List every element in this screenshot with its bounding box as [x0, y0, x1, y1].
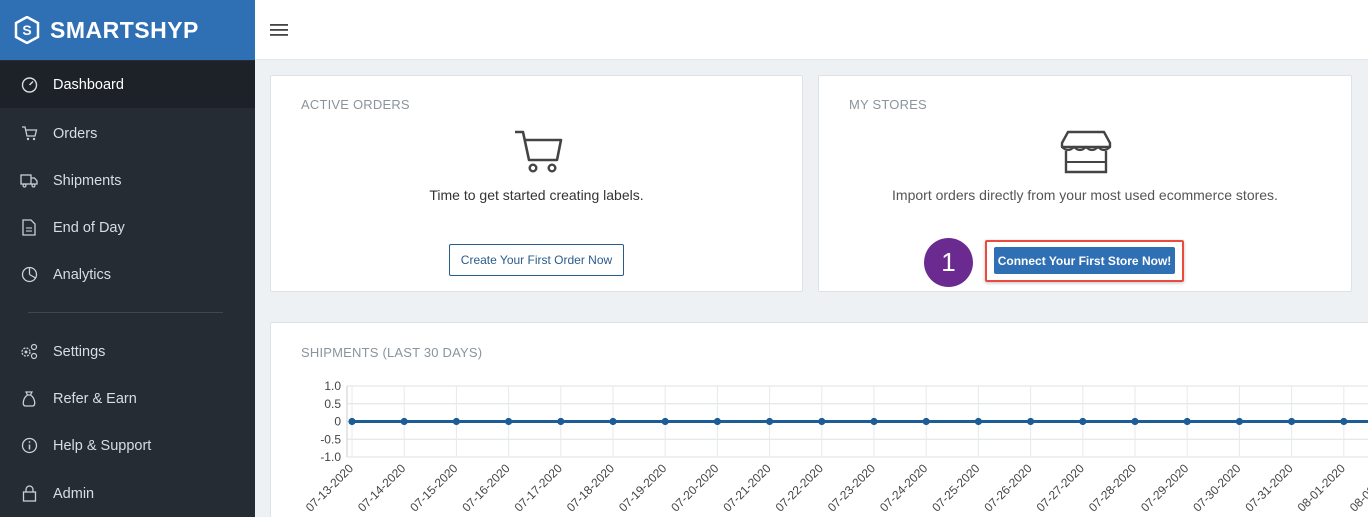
x-tick-label: 08-02-2020 — [1347, 461, 1368, 515]
lock-icon — [20, 485, 38, 503]
gauge-icon — [20, 76, 38, 94]
sidebar-item-help-support[interactable]: Help & Support — [0, 422, 255, 469]
data-point — [661, 417, 669, 426]
x-tick-label: 07-31-2020 — [1242, 461, 1296, 515]
shipments-line-chart: 1.0 0.5 0 -0.5 -1.007-13-202007-14-202007-15… — [303, 379, 1368, 515]
sidebar-item-admin[interactable]: Admin — [0, 470, 255, 517]
data-point — [505, 417, 513, 426]
x-tick-label: 07-22-2020 — [773, 461, 827, 515]
data-point — [609, 417, 617, 426]
pie-chart-icon — [20, 266, 38, 284]
sidebar-item-dashboard[interactable]: Dashboard — [0, 61, 255, 108]
storefront-icon — [1060, 130, 1112, 174]
shipments-chart-card: SHIPMENTS (LAST 30 DAYS) 1.0 0.5 0 -0.5 -1.0… — [270, 322, 1368, 517]
data-point — [557, 417, 565, 426]
sidebar-item-label: Help & Support — [53, 437, 152, 454]
x-tick-label: 07-17-2020 — [512, 461, 566, 515]
cart-icon — [20, 125, 38, 143]
x-tick-label: 08-01-2020 — [1295, 461, 1349, 515]
data-point — [870, 417, 878, 426]
top-bar — [255, 0, 1368, 60]
x-tick-label: 07-27-2020 — [1034, 461, 1088, 515]
data-point — [1340, 417, 1348, 426]
x-tick-label: 07-20-2020 — [668, 461, 722, 515]
x-tick-label: 07-28-2020 — [1086, 461, 1140, 515]
y-tick-label: 0.5 — [324, 397, 341, 411]
data-point — [1235, 417, 1243, 426]
data-point — [1131, 417, 1139, 426]
sidebar-item-analytics[interactable]: Analytics — [0, 251, 255, 298]
sidebar-item-label: Admin — [53, 485, 95, 502]
info-icon — [20, 437, 38, 455]
sidebar-item-end-of-day[interactable]: End of Day — [0, 204, 255, 251]
data-point — [452, 417, 460, 426]
y-tick-label: -0.5 — [320, 432, 341, 446]
card-message: Time to get started creating labels. — [429, 187, 644, 203]
money-bag-icon — [20, 390, 38, 408]
y-tick-label: -1.0 — [320, 450, 341, 464]
sidebar-item-refer-earn[interactable]: Refer & Earn — [0, 375, 255, 422]
sidebar-item-shipments[interactable]: Shipments — [0, 157, 255, 204]
brand-name: SMARTSHYP — [50, 16, 199, 43]
step-number-badge: 1 — [924, 238, 973, 287]
data-point — [1288, 417, 1296, 426]
card-title: ACTIVE ORDERS — [301, 97, 410, 112]
x-tick-label: 07-14-2020 — [355, 461, 409, 515]
data-point — [974, 417, 983, 426]
sidebar-item-label: Orders — [53, 125, 98, 142]
data-point — [713, 417, 721, 426]
sidebar-item-label: End of Day — [53, 219, 125, 236]
y-tick-label: 0 — [334, 415, 341, 429]
connect-first-store-button[interactable]: Connect Your First Store Now! — [994, 247, 1175, 274]
logo-icon: S — [14, 16, 40, 44]
data-point — [1079, 417, 1087, 426]
button-highlight — [985, 240, 1184, 282]
sidebar-item-label: Refer & Earn — [53, 390, 137, 407]
shopping-cart-icon — [515, 130, 563, 173]
sidebar-divider — [28, 312, 223, 313]
x-tick-label: 07-26-2020 — [981, 461, 1035, 515]
data-point — [922, 417, 930, 426]
sidebar: S SMARTSHYP Dashboard Orders Shipments E… — [0, 0, 255, 517]
card-title: MY STORES — [849, 97, 927, 112]
x-tick-label: 07-15-2020 — [407, 461, 461, 515]
sidebar-item-label: Analytics — [53, 266, 112, 283]
data-point — [818, 417, 826, 426]
data-point — [400, 417, 408, 426]
y-tick-label: 1.0 — [324, 379, 341, 393]
menu-icon[interactable] — [270, 22, 288, 38]
x-tick-label: 07-16-2020 — [459, 461, 513, 515]
x-tick-label: 07-18-2020 — [564, 461, 618, 515]
x-tick-label: 07-21-2020 — [720, 461, 774, 515]
x-tick-label: 07-29-2020 — [1138, 461, 1192, 515]
svg-text:S: S — [22, 22, 31, 38]
brand-header[interactable]: S SMARTSHYP — [0, 0, 255, 60]
x-tick-label: 07-24-2020 — [877, 461, 931, 515]
data-point — [1183, 417, 1191, 426]
sidebar-item-settings[interactable]: Settings — [0, 328, 255, 375]
card-message: Import orders directly from your most us… — [892, 187, 1278, 203]
active-orders-card: ACTIVE ORDERS Time to get started creati… — [270, 75, 803, 292]
document-icon — [20, 219, 38, 237]
data-point — [1027, 417, 1035, 426]
sidebar-item-label: Shipments — [53, 172, 122, 189]
x-tick-label: 07-19-2020 — [616, 461, 670, 515]
sidebar-item-orders[interactable]: Orders — [0, 110, 255, 157]
x-tick-label: 07-13-2020 — [303, 461, 357, 515]
data-point — [348, 417, 356, 426]
data-point — [766, 417, 774, 426]
chart-title: SHIPMENTS (LAST 30 DAYS) — [301, 345, 483, 360]
gears-icon — [20, 343, 38, 361]
create-first-order-button[interactable]: Create Your First Order Now — [449, 244, 624, 276]
x-tick-label: 07-25-2020 — [929, 461, 983, 515]
x-tick-label: 07-23-2020 — [825, 461, 879, 515]
sidebar-item-label: Settings — [53, 343, 106, 360]
truck-icon — [20, 172, 38, 190]
sidebar-item-label: Dashboard — [53, 76, 124, 93]
x-tick-label: 07-30-2020 — [1190, 461, 1244, 515]
